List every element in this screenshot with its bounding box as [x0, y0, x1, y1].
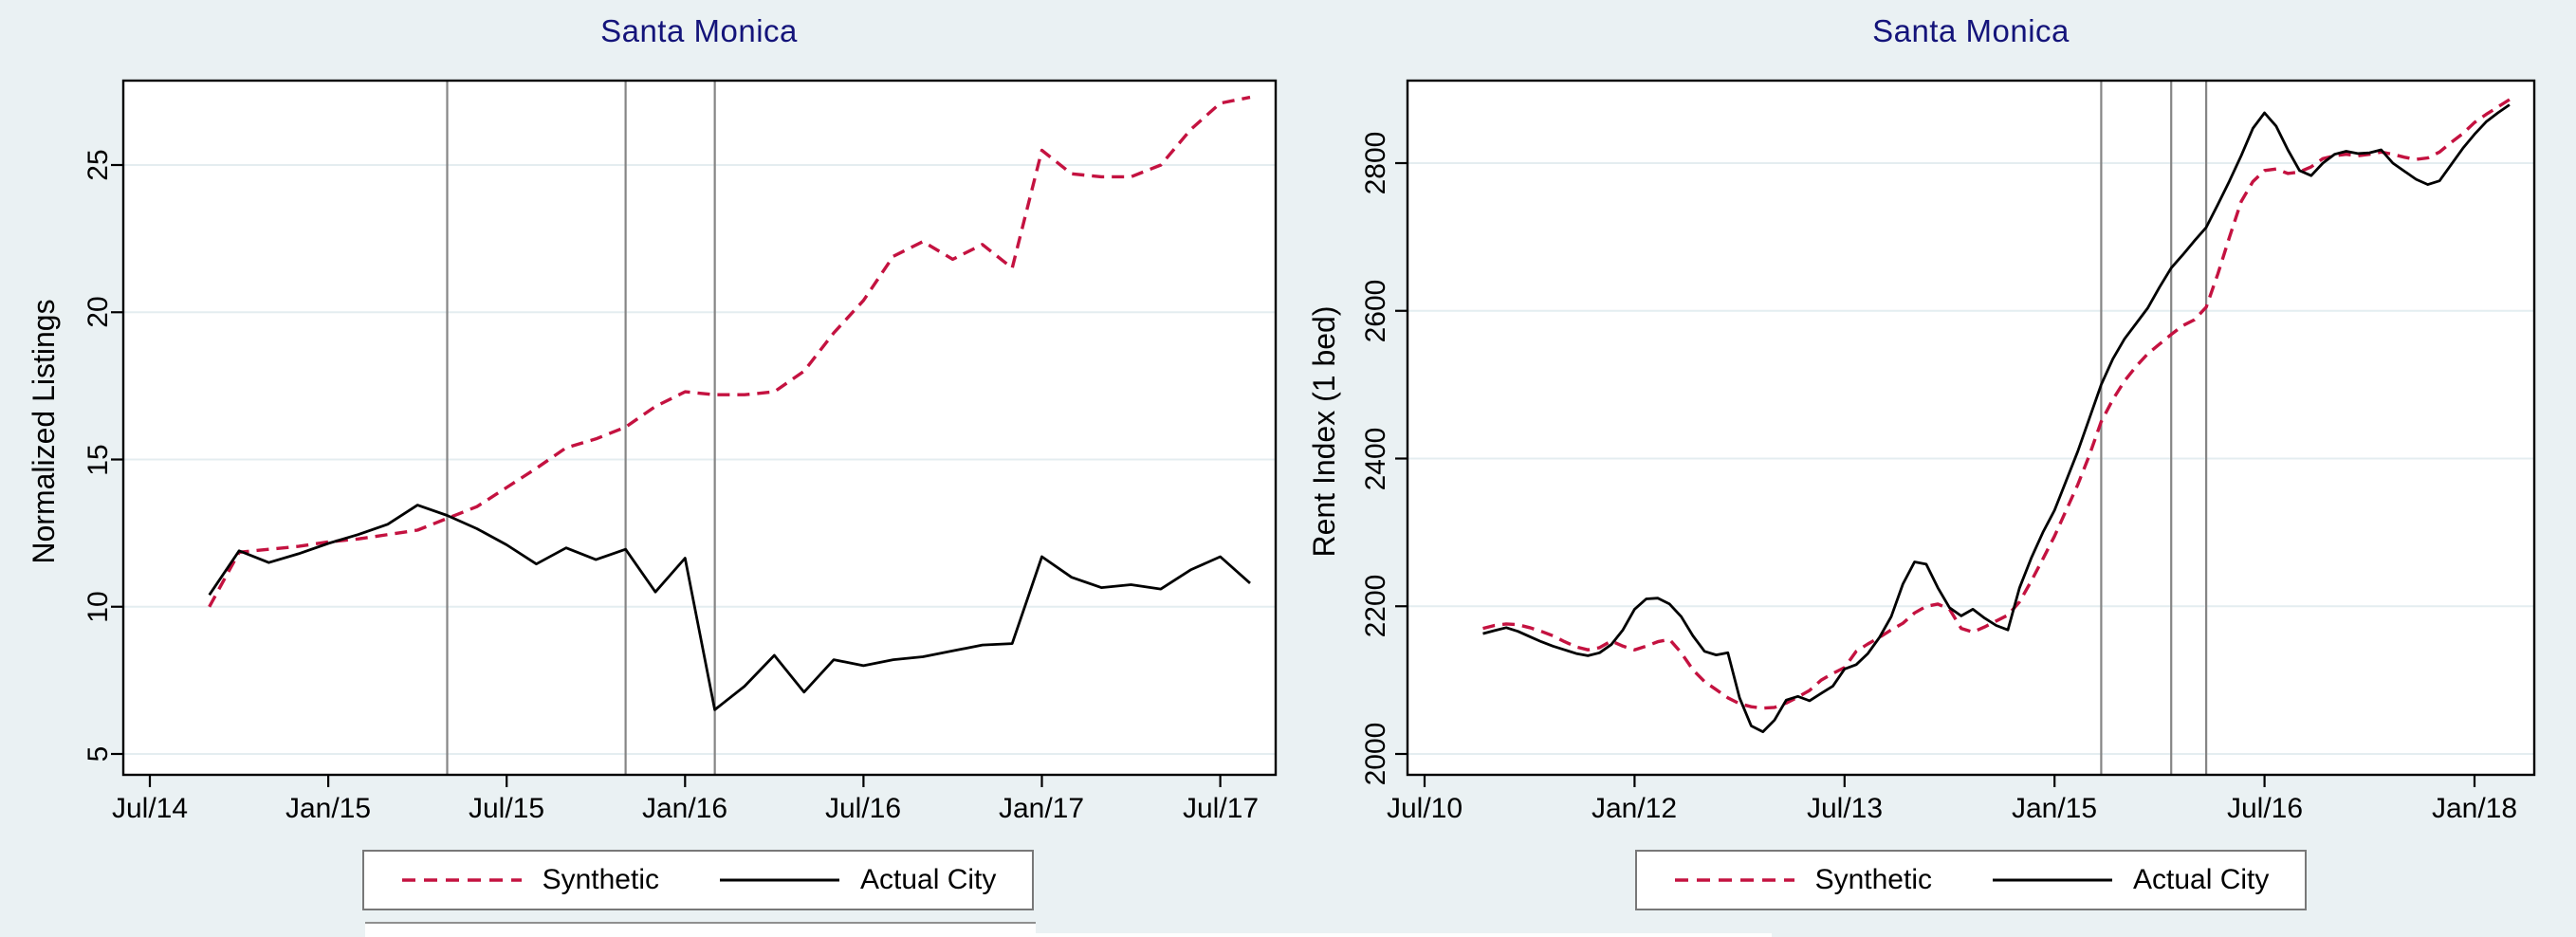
actual-city-solid-line-icon	[720, 878, 839, 882]
legend-item-actual-city: Actual City	[1991, 864, 2269, 896]
synthetic-dashed-line-icon	[401, 878, 522, 882]
legend-right: Synthetic Actual City	[1635, 850, 2307, 910]
cropped-next-panel-edge-right	[939, 933, 1772, 937]
x-tick-label: Jan/16	[641, 793, 728, 824]
y-tick-label: 10	[83, 591, 114, 623]
legend-label-synthetic: Synthetic	[542, 864, 659, 895]
x-tick-label: Jul/17	[1182, 793, 1260, 824]
legend-item-actual-city: Actual City	[718, 864, 996, 896]
x-tick-label: Jul/16	[824, 793, 902, 824]
synthetic-dashed-line-icon	[1674, 878, 1794, 882]
x-tick-label: Jan/12	[1591, 793, 1678, 824]
chart-title-left: Santa Monica	[600, 13, 798, 48]
y-tick-label: 20	[83, 296, 114, 328]
legend-label-actual-city: Actual City	[860, 864, 997, 895]
x-tick-label: Jan/15	[285, 793, 372, 824]
y-axis-title-left: Normalized Listings	[27, 299, 61, 564]
x-tick-label: Jan/17	[998, 793, 1085, 824]
legend-item-synthetic: Synthetic	[1673, 864, 1932, 896]
legend-item-synthetic: Synthetic	[400, 864, 659, 896]
legend-label-actual-city: Actual City	[2133, 864, 2270, 895]
x-tick-label: Jan/18	[2431, 793, 2518, 824]
actual-city-solid-line-icon	[1993, 878, 2112, 882]
chart-title-right: Santa Monica	[1872, 13, 2070, 48]
y-tick-label: 2000	[1360, 722, 1391, 786]
x-tick-label: Jul/13	[1806, 793, 1884, 824]
x-tick-label: Jul/14	[111, 793, 189, 824]
y-axis-title-right: Rent Index (1 bed)	[1307, 305, 1341, 558]
x-tick-label: Jul/15	[468, 793, 545, 824]
y-tick-label: 2600	[1360, 279, 1391, 343]
y-tick-label: 2800	[1360, 131, 1391, 195]
x-tick-label: Jul/10	[1386, 793, 1463, 824]
cropped-next-panel-edge-left	[365, 922, 1036, 937]
x-tick-label: Jul/16	[2226, 793, 2304, 824]
y-tick-label: 25	[83, 149, 114, 181]
y-tick-label: 2200	[1360, 574, 1391, 638]
x-tick-label: Jan/15	[2011, 793, 2098, 824]
legend-left: Synthetic Actual City	[362, 850, 1034, 910]
legend-label-synthetic: Synthetic	[1814, 864, 1932, 895]
y-tick-label: 5	[83, 745, 114, 762]
y-tick-label: 2400	[1360, 427, 1391, 491]
y-tick-label: 15	[83, 444, 114, 476]
